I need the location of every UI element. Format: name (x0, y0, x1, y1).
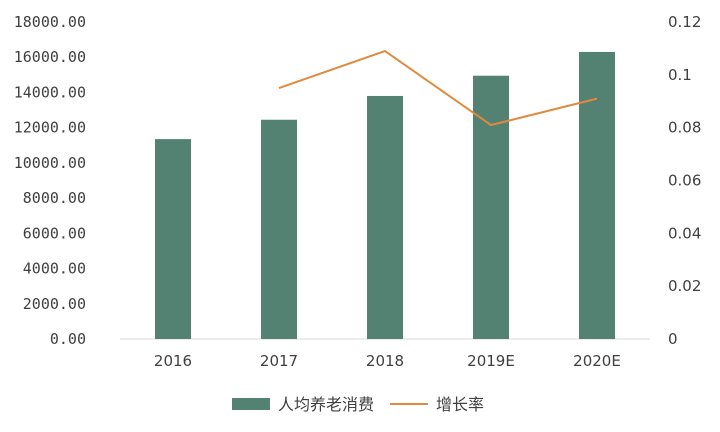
bar-2018 (367, 95, 403, 339)
x-axis-ticks: 2016 2017 2018 2019E 2020E (154, 352, 621, 370)
bar-2016 (155, 139, 191, 339)
x-tick-label: 2020E (573, 352, 621, 370)
bar-2019E (473, 75, 509, 339)
left-tick-label: 4000.00 (23, 260, 86, 278)
left-tick-label: 0.00 (50, 330, 86, 348)
legend-label-bar: 人均养老消费 (278, 395, 374, 414)
left-axis-ticks: 0.00 2000.00 4000.00 6000.00 8000.00 10000.00… (14, 13, 86, 348)
left-tick-label: 12000.00 (14, 119, 86, 137)
right-tick-label: 0.04 (668, 224, 701, 242)
x-tick-label: 2019E (467, 352, 515, 370)
right-tick-label: 0.08 (668, 119, 701, 137)
bar-2017 (261, 119, 297, 339)
right-axis-ticks: 0 0.02 0.04 0.06 0.08 0.1 0.12 (668, 13, 701, 348)
legend-swatch-bar (232, 398, 270, 410)
left-tick-label: 2000.00 (23, 295, 86, 313)
line-series (278, 50, 598, 127)
x-tick-label: 2018 (366, 352, 404, 370)
left-tick-label: 16000.00 (14, 48, 86, 66)
legend-label-line: 增长率 (436, 395, 484, 414)
bar-2020E (579, 51, 615, 339)
left-tick-label: 8000.00 (23, 189, 86, 207)
right-tick-label: 0.1 (668, 66, 692, 84)
left-tick-label: 6000.00 (23, 224, 86, 242)
right-tick-label: 0 (668, 330, 678, 348)
right-tick-label: 0.06 (668, 172, 701, 190)
growth-rate-line (278, 50, 598, 127)
bar-series (155, 51, 615, 339)
x-tick-label: 2016 (154, 352, 192, 370)
legend: 人均养老消费 增长率 (232, 395, 484, 414)
left-tick-label: 18000.00 (14, 13, 86, 31)
left-tick-label: 10000.00 (14, 154, 86, 172)
right-tick-label: 0.02 (668, 277, 701, 295)
left-tick-label: 14000.00 (14, 83, 86, 101)
x-tick-label: 2017 (260, 352, 298, 370)
right-tick-label: 0.12 (668, 13, 701, 31)
